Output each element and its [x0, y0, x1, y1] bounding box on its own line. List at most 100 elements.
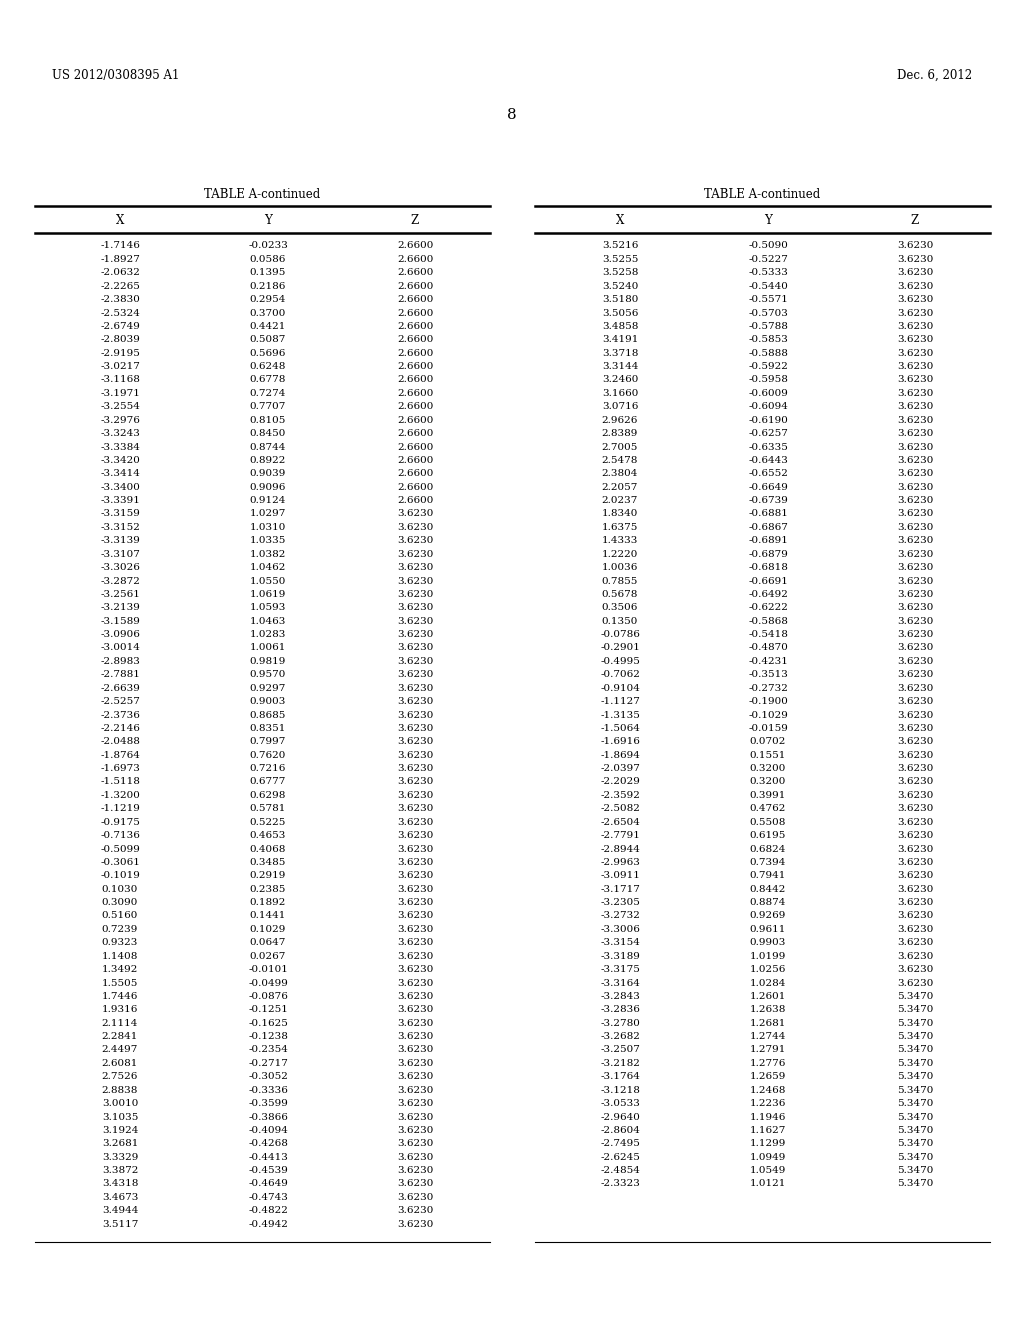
Text: -2.8039: -2.8039 [100, 335, 140, 345]
Text: 3.6230: 3.6230 [397, 603, 433, 612]
Text: -0.5888: -0.5888 [749, 348, 787, 358]
Text: -3.2682: -3.2682 [600, 1032, 640, 1041]
Text: -2.6245: -2.6245 [600, 1152, 640, 1162]
Text: 3.6230: 3.6230 [397, 590, 433, 599]
Text: 1.1408: 1.1408 [101, 952, 138, 961]
Text: 3.6230: 3.6230 [897, 925, 933, 935]
Text: -0.4649: -0.4649 [248, 1180, 288, 1188]
Text: -0.6649: -0.6649 [749, 483, 787, 492]
Text: -0.0159: -0.0159 [749, 723, 787, 733]
Text: 3.6230: 3.6230 [397, 1166, 433, 1175]
Text: -2.4854: -2.4854 [600, 1166, 640, 1175]
Text: 3.6230: 3.6230 [397, 1206, 433, 1216]
Text: -1.8764: -1.8764 [100, 751, 140, 760]
Text: 5.3470: 5.3470 [897, 1019, 933, 1028]
Text: -0.2717: -0.2717 [248, 1059, 288, 1068]
Text: 0.9611: 0.9611 [750, 925, 786, 935]
Text: 3.2460: 3.2460 [602, 375, 638, 384]
Text: 0.7274: 0.7274 [250, 389, 286, 397]
Text: 1.4333: 1.4333 [602, 536, 638, 545]
Text: 3.6230: 3.6230 [397, 1113, 433, 1122]
Text: 1.2601: 1.2601 [750, 991, 786, 1001]
Text: 3.6230: 3.6230 [897, 429, 933, 438]
Text: 3.6230: 3.6230 [397, 510, 433, 519]
Text: 3.6230: 3.6230 [897, 858, 933, 867]
Text: 1.0310: 1.0310 [250, 523, 286, 532]
Text: 1.9316: 1.9316 [101, 1006, 138, 1014]
Text: 3.1035: 3.1035 [101, 1113, 138, 1122]
Text: 3.6230: 3.6230 [897, 577, 933, 586]
Text: 3.1924: 3.1924 [101, 1126, 138, 1135]
Text: 2.6081: 2.6081 [101, 1059, 138, 1068]
Text: 2.2841: 2.2841 [101, 1032, 138, 1041]
Text: -0.6879: -0.6879 [749, 549, 787, 558]
Text: 0.7216: 0.7216 [250, 764, 286, 774]
Text: -0.0101: -0.0101 [248, 965, 288, 974]
Text: -3.1589: -3.1589 [100, 616, 140, 626]
Text: 1.3492: 1.3492 [101, 965, 138, 974]
Text: 1.0061: 1.0061 [250, 644, 286, 652]
Text: 2.6600: 2.6600 [397, 322, 433, 331]
Text: -3.3006: -3.3006 [600, 925, 640, 935]
Text: 3.6230: 3.6230 [897, 470, 933, 478]
Text: 3.6230: 3.6230 [397, 1193, 433, 1203]
Text: 3.6230: 3.6230 [397, 925, 433, 935]
Text: 3.2681: 3.2681 [101, 1139, 138, 1148]
Text: 1.1946: 1.1946 [750, 1113, 786, 1122]
Text: 3.6230: 3.6230 [897, 710, 933, 719]
Text: 5.3470: 5.3470 [897, 991, 933, 1001]
Text: -3.0906: -3.0906 [100, 630, 140, 639]
Text: -0.7062: -0.7062 [600, 671, 640, 680]
Text: -3.3243: -3.3243 [100, 429, 140, 438]
Text: -1.1127: -1.1127 [600, 697, 640, 706]
Text: 5.3470: 5.3470 [897, 1085, 933, 1094]
Text: 5.3470: 5.3470 [897, 1126, 933, 1135]
Text: 3.6230: 3.6230 [897, 564, 933, 572]
Text: 3.6230: 3.6230 [397, 952, 433, 961]
Text: 3.5255: 3.5255 [602, 255, 638, 264]
Text: 2.6600: 2.6600 [397, 255, 433, 264]
Text: -0.1238: -0.1238 [248, 1032, 288, 1041]
Text: 5.3470: 5.3470 [897, 1152, 933, 1162]
Text: Y: Y [764, 214, 772, 227]
Text: -0.6818: -0.6818 [749, 564, 787, 572]
Text: -0.5440: -0.5440 [749, 281, 787, 290]
Text: X: X [615, 214, 625, 227]
Text: -3.3164: -3.3164 [600, 978, 640, 987]
Text: -2.9195: -2.9195 [100, 348, 140, 358]
Text: -0.2354: -0.2354 [248, 1045, 288, 1055]
Text: 3.6230: 3.6230 [397, 577, 433, 586]
Text: 0.9039: 0.9039 [250, 470, 286, 478]
Text: 3.6230: 3.6230 [897, 510, 933, 519]
Text: 0.4068: 0.4068 [250, 845, 286, 854]
Text: 0.3991: 0.3991 [750, 791, 786, 800]
Text: 3.6230: 3.6230 [897, 416, 933, 425]
Text: 0.4653: 0.4653 [250, 832, 286, 840]
Text: 0.0647: 0.0647 [250, 939, 286, 948]
Text: -0.0876: -0.0876 [248, 991, 288, 1001]
Text: -1.6973: -1.6973 [100, 764, 140, 774]
Text: 3.6230: 3.6230 [897, 898, 933, 907]
Text: 3.6230: 3.6230 [397, 1139, 433, 1148]
Text: 3.6230: 3.6230 [897, 764, 933, 774]
Text: -3.3420: -3.3420 [100, 455, 140, 465]
Text: -0.5703: -0.5703 [749, 309, 787, 318]
Text: 2.9626: 2.9626 [602, 416, 638, 425]
Text: 0.7239: 0.7239 [101, 925, 138, 935]
Text: 3.6230: 3.6230 [897, 978, 933, 987]
Text: -3.3175: -3.3175 [600, 965, 640, 974]
Text: -0.4268: -0.4268 [248, 1139, 288, 1148]
Text: 5.3470: 5.3470 [897, 1113, 933, 1122]
Text: -0.2901: -0.2901 [600, 644, 640, 652]
Text: -0.6691: -0.6691 [749, 577, 787, 586]
Text: -0.6881: -0.6881 [749, 510, 787, 519]
Text: 2.6600: 2.6600 [397, 483, 433, 492]
Text: 3.6230: 3.6230 [897, 777, 933, 787]
Text: 3.6230: 3.6230 [897, 630, 933, 639]
Text: 0.1892: 0.1892 [250, 898, 286, 907]
Text: 0.5696: 0.5696 [250, 348, 286, 358]
Text: -2.9963: -2.9963 [600, 858, 640, 867]
Text: 0.1350: 0.1350 [602, 616, 638, 626]
Text: 0.6248: 0.6248 [250, 362, 286, 371]
Text: -0.6739: -0.6739 [749, 496, 787, 506]
